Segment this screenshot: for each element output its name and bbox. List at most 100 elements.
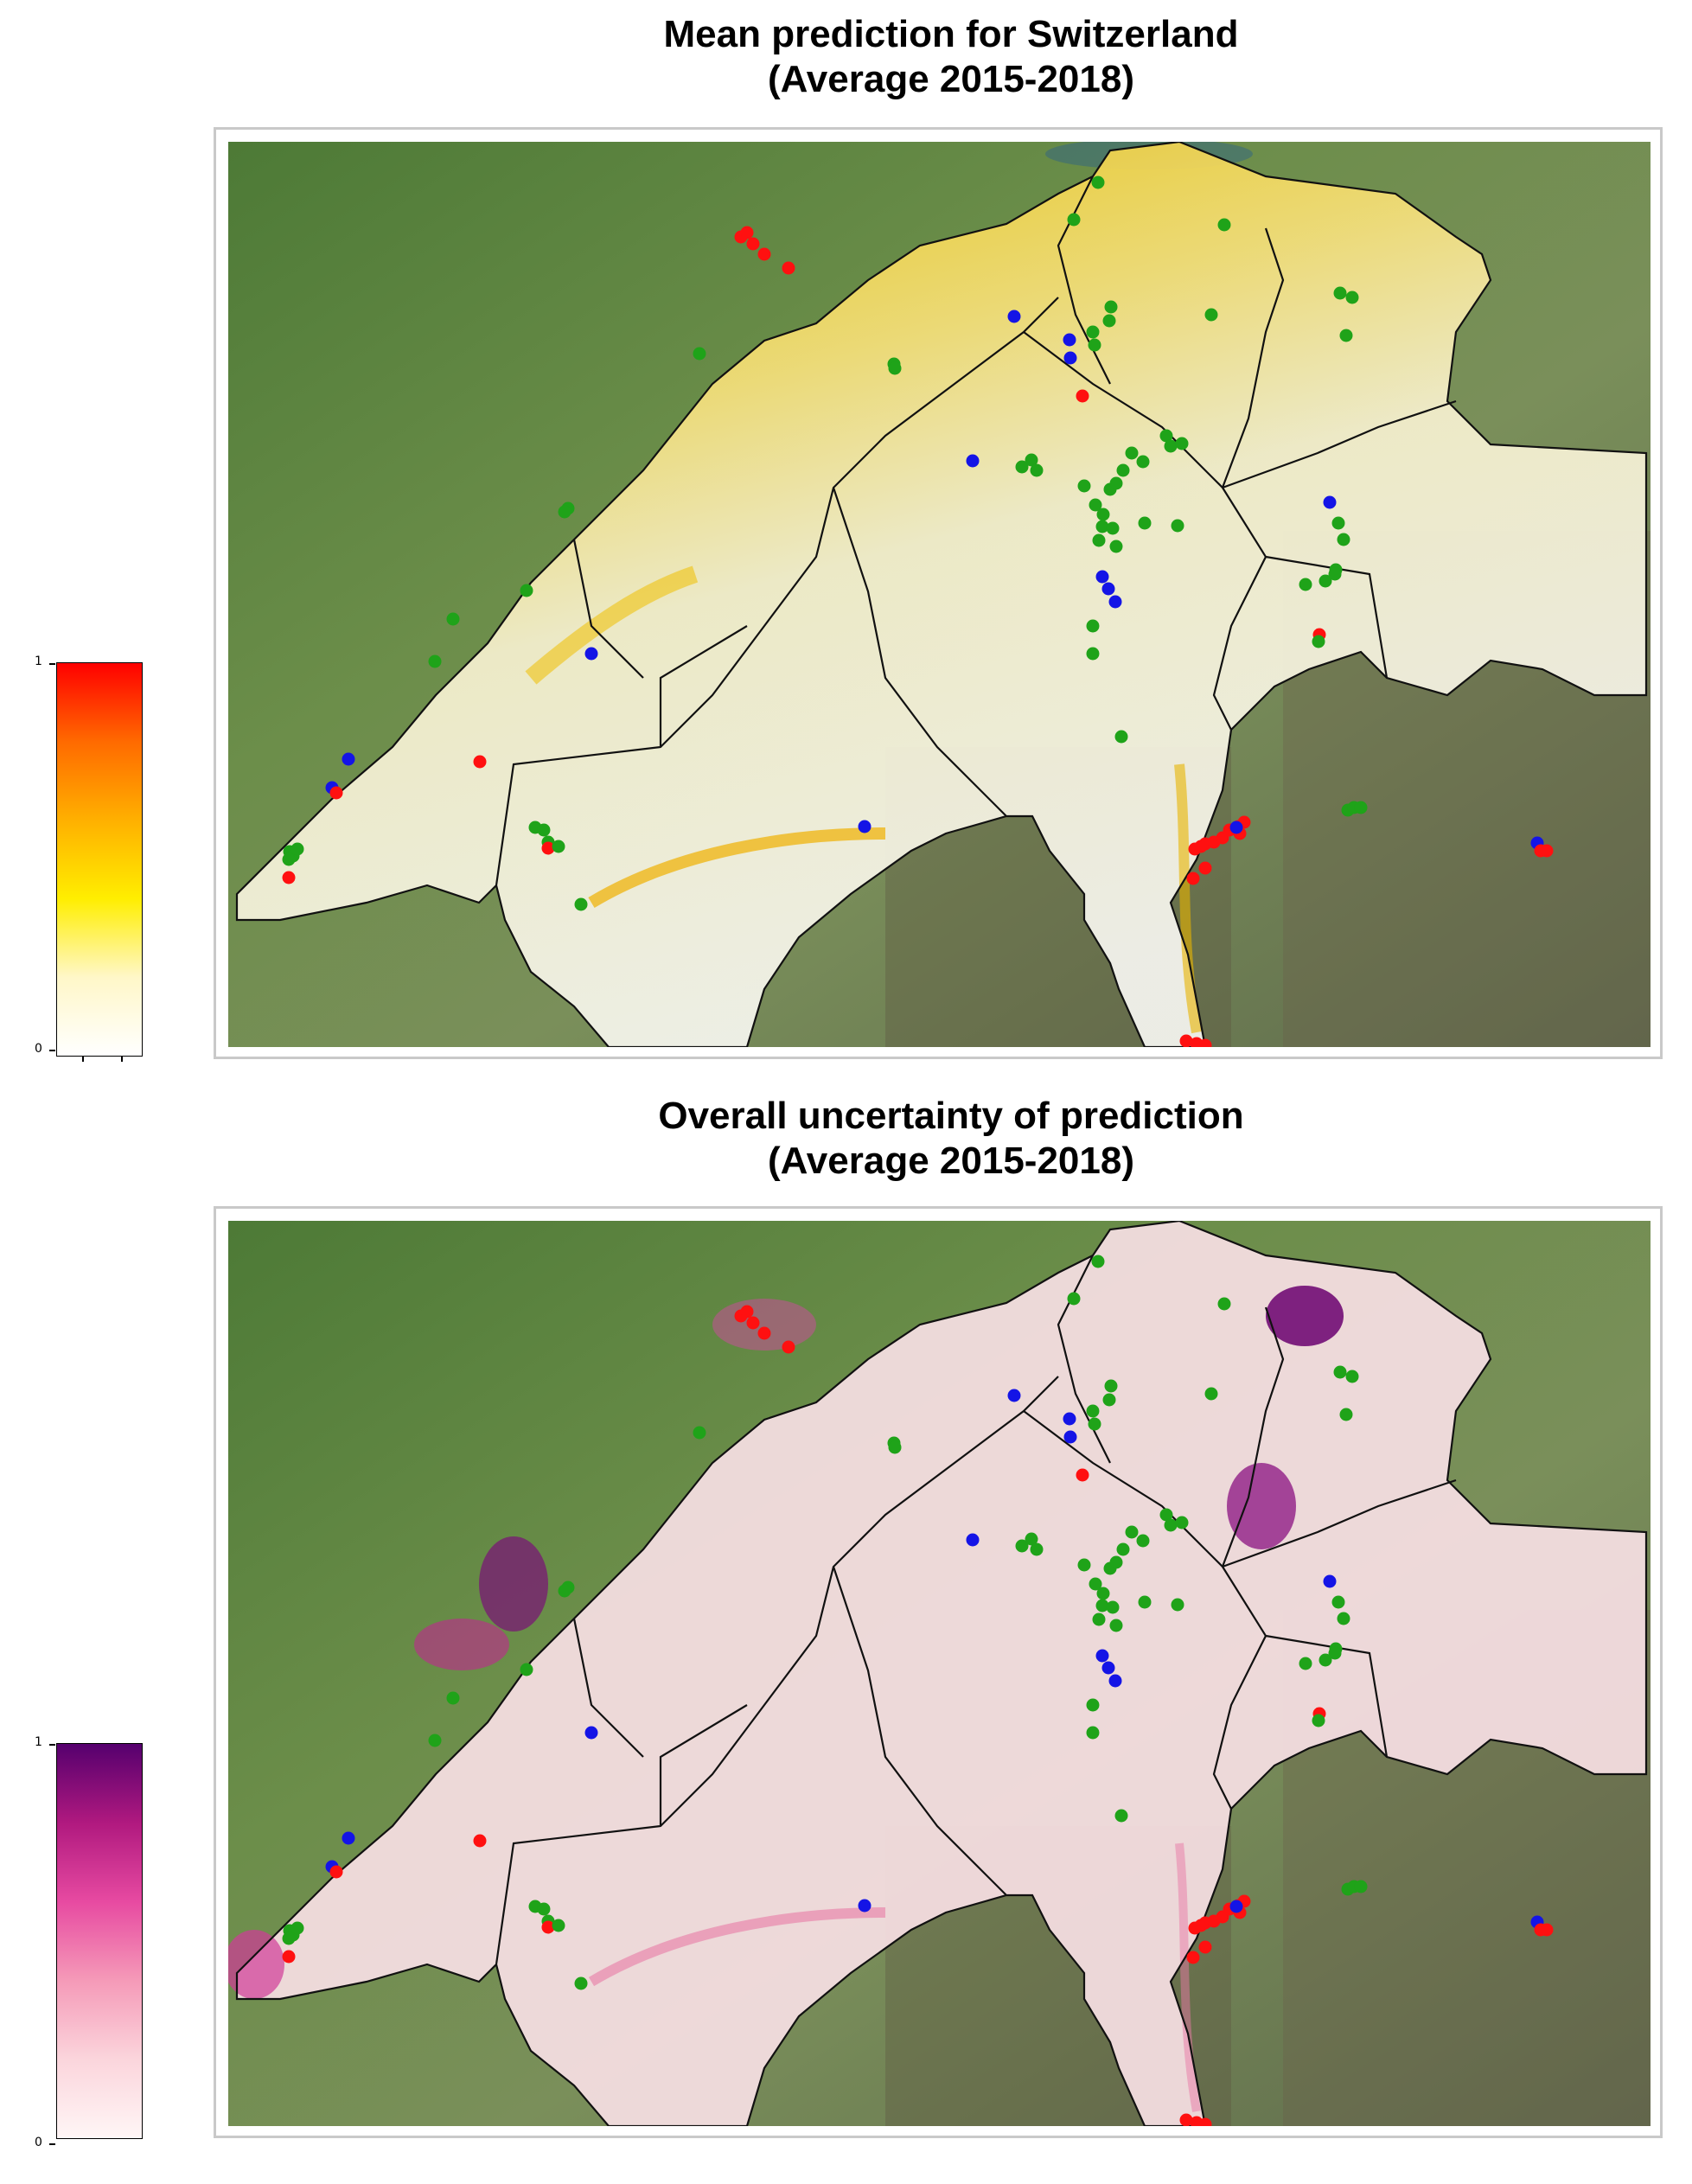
monitoring-site-dot	[1179, 2113, 1193, 2126]
monitoring-site-dot	[1229, 1900, 1243, 1913]
yellow-valley	[1174, 763, 1202, 1034]
uncertainty-hotspot	[414, 1619, 509, 1670]
monitoring-site-dot	[428, 655, 442, 668]
monitoring-site-dot	[1095, 1649, 1109, 1663]
monitoring-site-dot	[574, 897, 588, 911]
panel2-title-line2: (Average 2015-2018)	[768, 1140, 1134, 1182]
monitoring-site-dot	[1217, 218, 1231, 232]
panel1-colorbar-min-tick	[49, 1050, 55, 1051]
monitoring-site-dot	[1333, 286, 1347, 300]
monitoring-site-dot	[1030, 463, 1044, 477]
monitoring-site-dot	[966, 454, 980, 468]
monitoring-site-dot	[1076, 1468, 1089, 1482]
monitoring-site-dot	[1328, 567, 1342, 581]
monitoring-site-dot	[1323, 495, 1337, 509]
panel1-map	[214, 127, 1663, 1059]
monitoring-site-dot	[1095, 1599, 1109, 1612]
monitoring-site-dot	[1108, 595, 1122, 609]
monitoring-site-dot	[558, 1584, 571, 1598]
uncertainty-hotspot	[712, 1299, 816, 1351]
panel2-colorbar-min-label: 0	[35, 2136, 42, 2149]
monitoring-site-dot	[1331, 1595, 1345, 1609]
uncertainty-hotspot	[1227, 1463, 1296, 1549]
monitoring-site-dot	[1063, 1412, 1076, 1426]
monitoring-site-dot	[1138, 516, 1152, 530]
monitoring-site-dot	[1104, 1379, 1118, 1393]
monitoring-site-dot	[584, 1726, 598, 1740]
monitoring-site-dot	[1175, 437, 1189, 450]
panel1-title: Mean prediction for Switzerland (Average…	[216, 12, 1686, 102]
monitoring-site-dot	[1331, 516, 1345, 530]
monitoring-site-dot	[1067, 213, 1081, 227]
panel1-title-line2: (Average 2015-2018)	[768, 58, 1134, 100]
uncertainty-hotspot	[228, 1930, 284, 1999]
monitoring-site-dot	[282, 871, 296, 884]
uncertainty-hotspot	[479, 1536, 548, 1632]
monitoring-site-dot	[1171, 519, 1184, 533]
switzerland-overlay	[237, 142, 1646, 1047]
monitoring-site-dot	[858, 1899, 872, 1913]
monitoring-site-dot	[1198, 861, 1212, 875]
panel1-colorbar-max-tick	[49, 663, 55, 665]
monitoring-site-dot	[428, 1734, 442, 1747]
monitoring-site-dot	[446, 1691, 460, 1705]
monitoring-site-dot	[1086, 619, 1100, 633]
monitoring-site-dot	[1114, 730, 1128, 744]
monitoring-sites	[282, 1255, 1554, 2126]
monitoring-site-dot	[1095, 570, 1109, 584]
monitoring-site-dot	[757, 247, 771, 261]
monitoring-site-dot	[740, 226, 754, 239]
monitoring-site-dot	[520, 584, 533, 597]
monitoring-site-dot	[1102, 1393, 1116, 1407]
monitoring-site-dot	[1204, 1387, 1218, 1401]
panel1-map-svg	[228, 142, 1650, 1047]
canton-borders	[235, 1221, 1648, 2126]
yellow-valley	[525, 565, 699, 685]
monitoring-site-dot	[1101, 582, 1115, 596]
monitoring-site-dot	[1345, 291, 1359, 304]
monitoring-site-dot	[541, 841, 555, 855]
monitoring-site-dot	[1091, 1255, 1105, 1268]
monitoring-site-dot	[1088, 1417, 1101, 1431]
panel2-map	[214, 1206, 1663, 2138]
monitoring-site-dot	[1086, 1698, 1100, 1712]
monitoring-site-dot	[888, 361, 902, 375]
pink-valley	[1175, 1842, 1201, 2112]
monitoring-site-dot	[282, 853, 296, 866]
monitoring-site-dot	[1007, 1389, 1021, 1402]
monitoring-site-dot	[1333, 1365, 1347, 1379]
monitoring-site-dot	[1175, 1516, 1189, 1529]
monitoring-site-dot	[473, 755, 487, 769]
monitoring-site-dot	[1354, 801, 1368, 814]
monitoring-site-dot	[1109, 1555, 1123, 1569]
monitoring-site-dot	[1116, 1542, 1130, 1556]
monitoring-site-dot	[1229, 821, 1243, 834]
monitoring-site-dot	[1138, 1595, 1152, 1609]
monitoring-site-dot	[1106, 1600, 1120, 1614]
monitoring-site-dot	[1086, 1404, 1100, 1418]
uncertainty-hotspot	[1266, 1286, 1344, 1346]
monitoring-site-dot	[1077, 479, 1091, 493]
monitoring-site-dot	[782, 1340, 795, 1354]
monitoring-site-dot	[1171, 1598, 1184, 1612]
monitoring-site-dot	[1337, 533, 1350, 546]
monitoring-site-dot	[1109, 476, 1123, 490]
panel2-map-svg	[228, 1221, 1650, 2126]
monitoring-site-dot	[1198, 1038, 1212, 1047]
monitoring-site-dot	[1101, 1661, 1115, 1675]
monitoring-site-dot	[446, 612, 460, 626]
monitoring-site-dot	[1339, 329, 1353, 342]
monitoring-site-dot	[552, 1919, 565, 1932]
monitoring-site-dot	[342, 1831, 355, 1845]
monitoring-site-dot	[1328, 1646, 1342, 1660]
monitoring-site-dot	[1025, 453, 1038, 467]
monitoring-site-dot	[1198, 1940, 1212, 1954]
monitoring-site-dot	[291, 1921, 304, 1935]
monitoring-site-dot	[1015, 460, 1029, 474]
panel1-title-line1: Mean prediction for Switzerland	[663, 13, 1239, 55]
monitoring-site-dot	[1136, 455, 1150, 469]
monitoring-site-dot	[1108, 1674, 1122, 1688]
monitoring-site-dot	[1186, 1951, 1200, 1964]
monitoring-site-dot	[1164, 439, 1178, 453]
monitoring-site-dot	[1092, 533, 1106, 547]
